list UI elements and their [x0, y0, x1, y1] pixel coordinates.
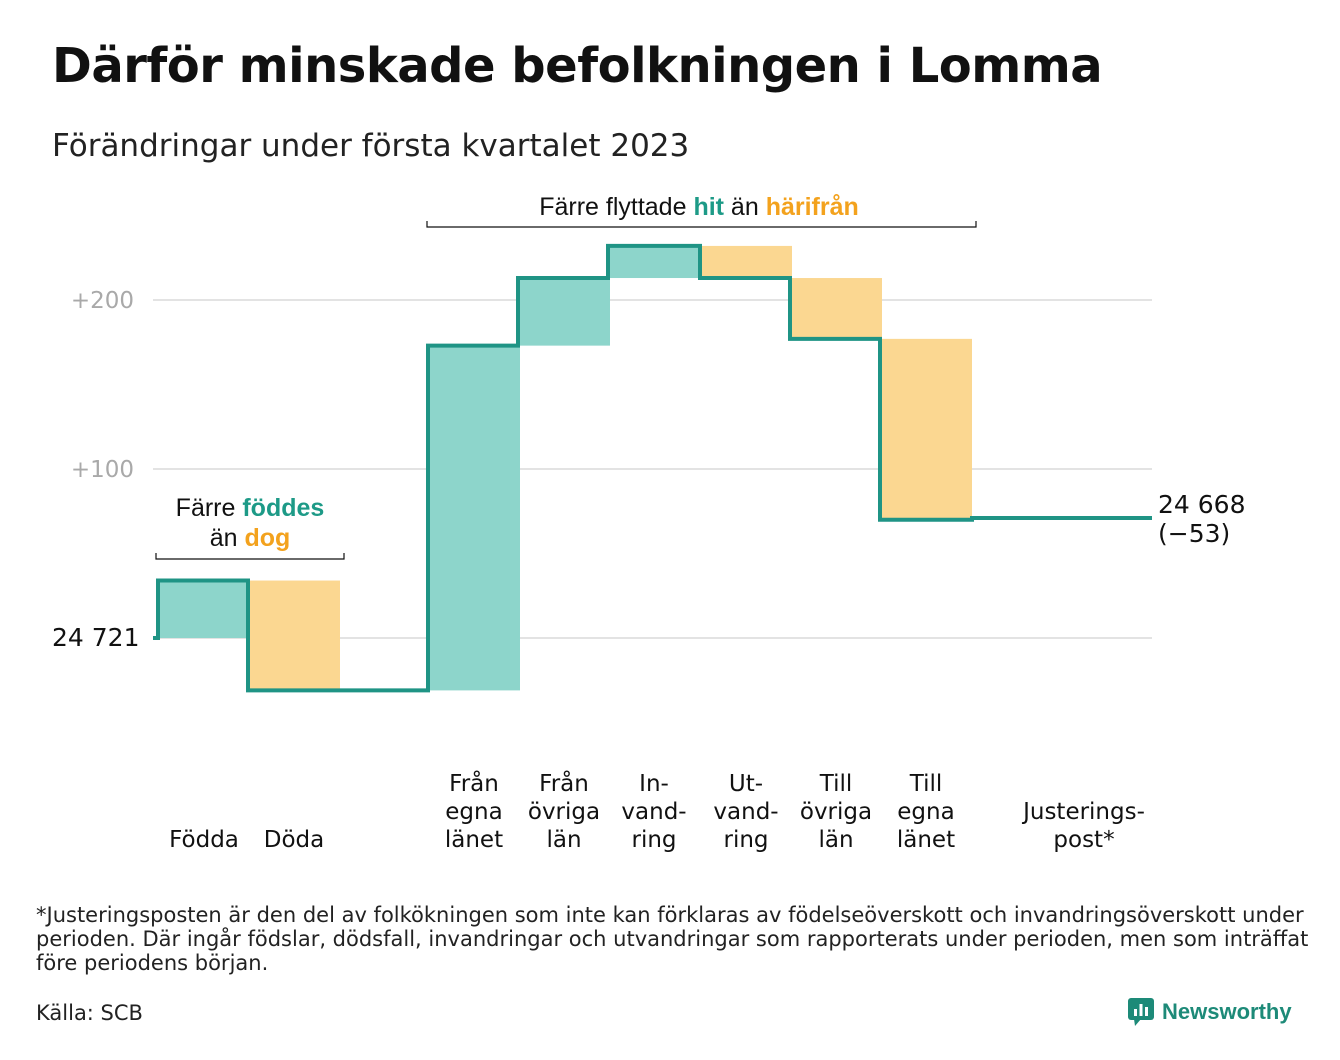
category-label: post*: [1053, 827, 1114, 853]
category-label: länet: [897, 827, 955, 853]
annotation-births-deaths: än dog: [210, 524, 291, 552]
category-label: län: [818, 827, 853, 853]
brand-name: Newsworthy: [1162, 999, 1292, 1024]
waterfall-bar: [248, 580, 340, 691]
end-value-label: 24 668: [1158, 490, 1245, 519]
waterfall-bar: [518, 278, 610, 346]
annotation-bracket: [426, 221, 977, 228]
chart-title: Därför minskade befolkningen i Lomma: [52, 38, 1103, 94]
newsworthy-logo-icon: [1128, 998, 1154, 1026]
category-label: länet: [445, 827, 503, 853]
chart-subtitle: Förändringar under första kvartalet 2023: [52, 128, 690, 164]
waterfall-bar: [608, 245, 700, 279]
category-label: ring: [631, 827, 676, 853]
waterfall-bar: [880, 338, 972, 520]
category-label: Från: [449, 769, 499, 797]
source-label: Källa: SCB: [36, 1001, 143, 1025]
footnote: *Justeringsposten är den del av folkökni…: [36, 903, 1309, 975]
category-label: vand-: [621, 799, 686, 825]
running-total-line: [153, 243, 1152, 693]
category-label: Till: [909, 771, 943, 797]
category-label: egna: [897, 799, 954, 825]
category-label: Ut-: [729, 771, 763, 797]
category-label: Döda: [264, 827, 324, 853]
y-tick-label: +200: [71, 288, 134, 314]
category-label: Justerings-: [1021, 799, 1145, 825]
annotation-migration: Färre flyttade hit än härifrån: [539, 193, 859, 221]
annotation-births-deaths: Färre föddes: [176, 494, 325, 522]
waterfall-bar: [790, 278, 882, 339]
start-value-label: 24 721: [52, 623, 139, 652]
waterfall-bar: [158, 580, 250, 638]
category-label: övriga: [528, 799, 600, 825]
annotation-bracket: [155, 553, 345, 560]
brand: Newsworthy: [1128, 998, 1292, 1026]
category-label: Födda: [169, 827, 239, 853]
category-label: egna: [445, 799, 502, 825]
y-tick-label: +100: [71, 457, 134, 483]
category-label: Från: [539, 769, 589, 797]
category-label: län: [546, 827, 581, 853]
waterfall-bar: [700, 245, 792, 279]
end-change-label: (−53): [1158, 519, 1230, 548]
category-label: ring: [723, 827, 768, 853]
category-label: In-: [639, 771, 669, 797]
category-label: övriga: [800, 799, 872, 825]
category-label: Till: [819, 771, 853, 797]
category-label: vand-: [713, 799, 778, 825]
waterfall-bar: [428, 345, 520, 691]
